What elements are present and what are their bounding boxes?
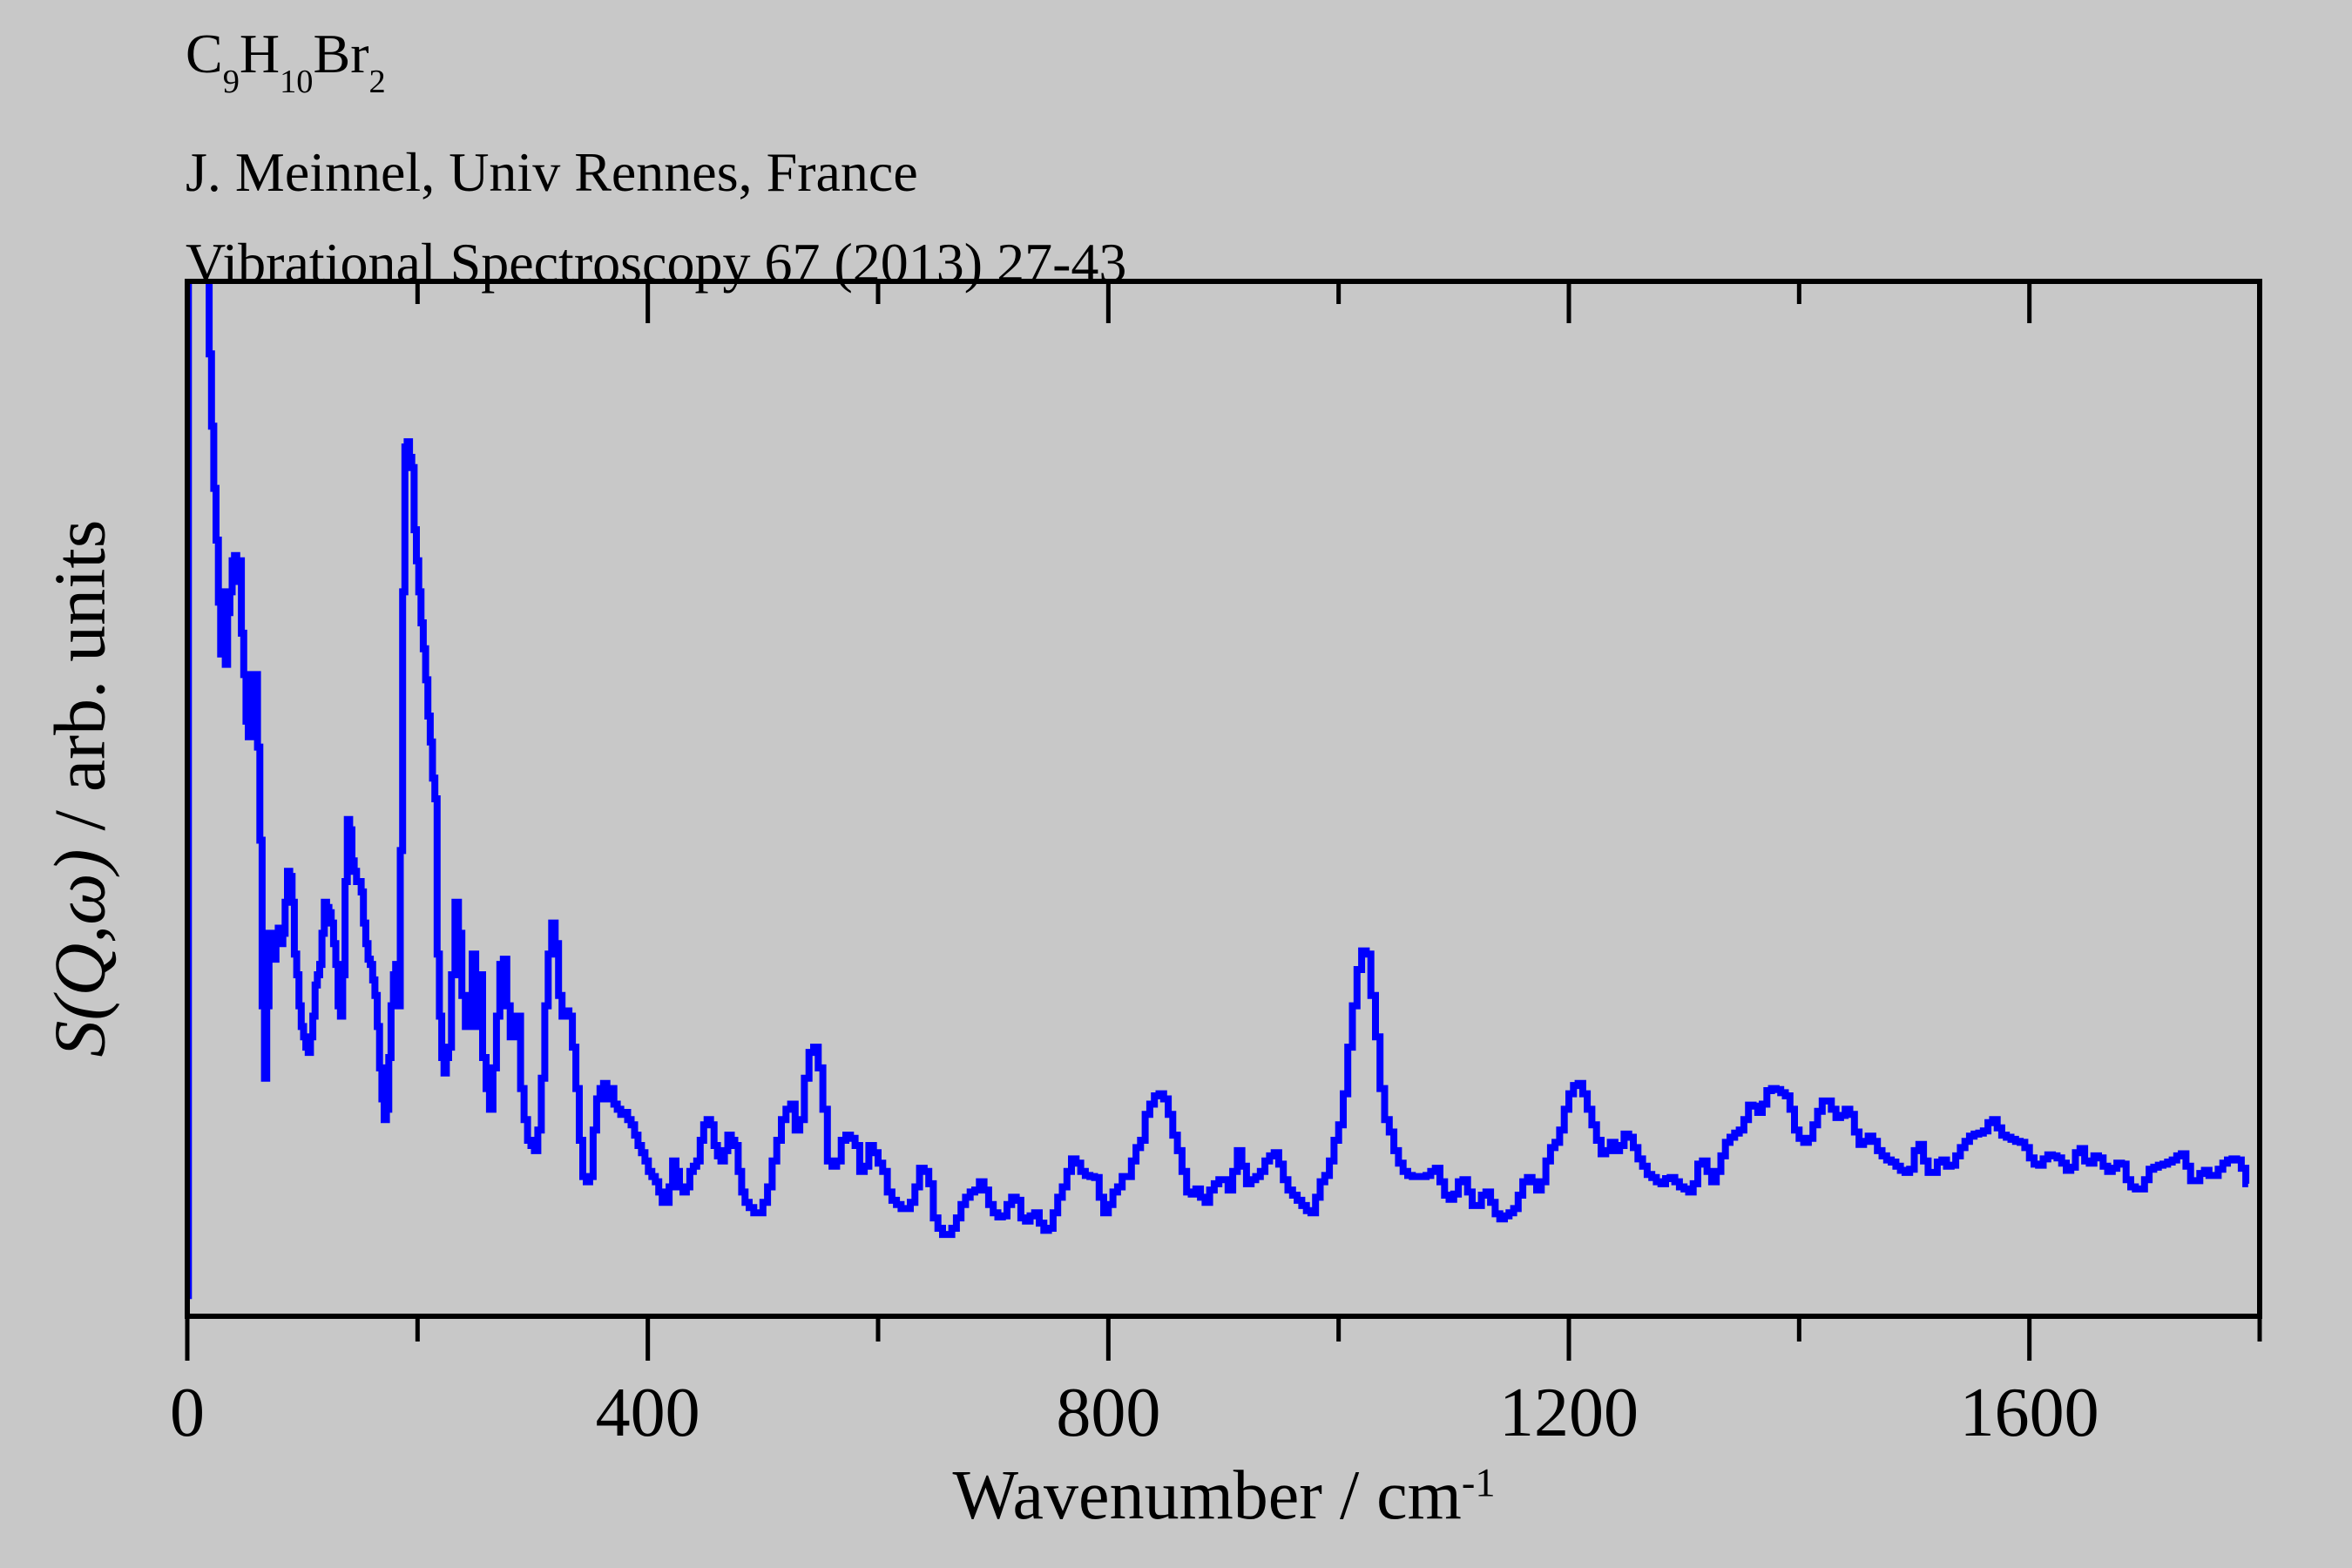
author-line: J. Meinnel, Univ Rennes, France <box>186 140 918 203</box>
x-axis-tick-labels: 0 400 800 1200 1600 <box>170 1375 2099 1451</box>
x-tick-label: 400 <box>596 1375 700 1451</box>
x-tick-label: 800 <box>1056 1375 1160 1451</box>
chemical-formula: C9H10Br2 <box>186 23 386 100</box>
x-tick-label: 1200 <box>1499 1375 1639 1451</box>
x-axis-ticks <box>185 284 2262 1361</box>
plot-frame <box>185 279 2262 1319</box>
spectrum-line <box>187 281 2250 1300</box>
x-tick-label: 0 <box>170 1375 205 1451</box>
spectrum-curve-layer <box>187 281 2250 1300</box>
x-tick-label: 1600 <box>1960 1375 2099 1451</box>
x-axis-label: Wavenumber / cm-1 <box>952 1457 1496 1534</box>
